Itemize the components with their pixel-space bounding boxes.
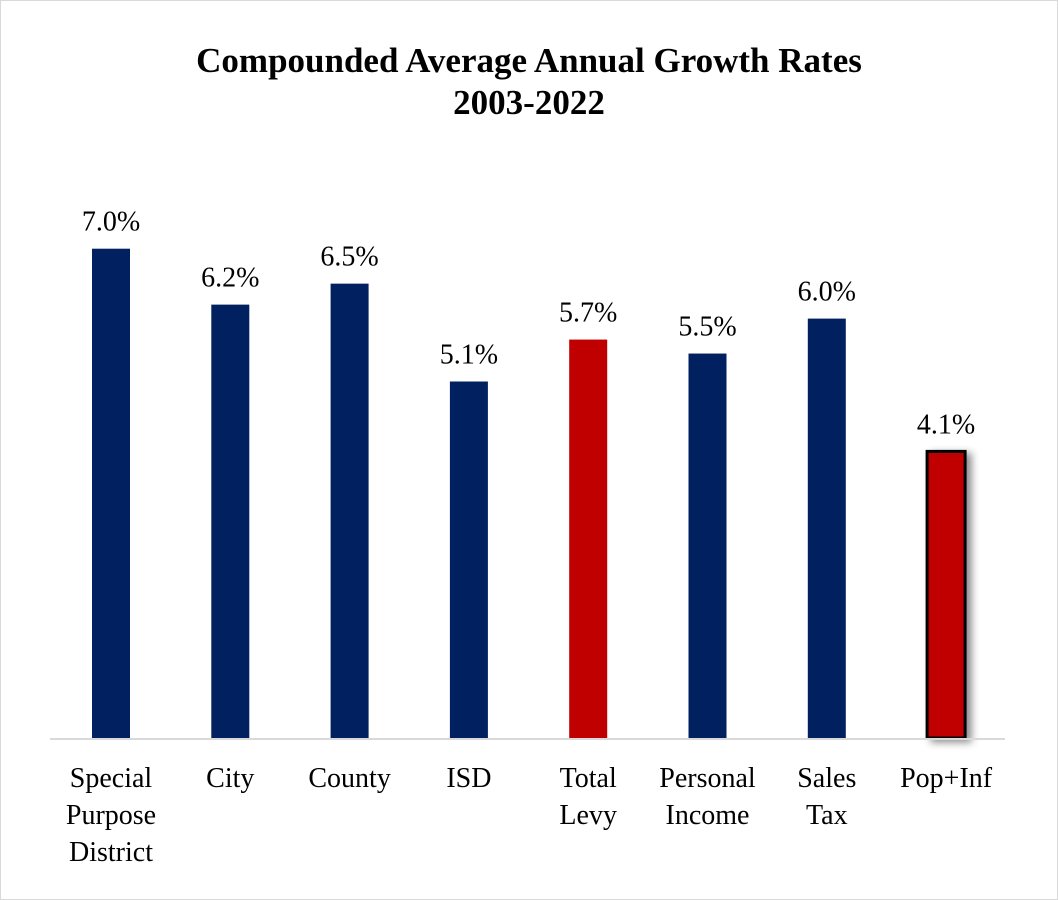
chart-title-main: Compounded Average Annual Growth Rates [196, 41, 862, 80]
category-label-line: Total [559, 763, 617, 794]
data-label: 6.5% [320, 242, 378, 273]
category-label-line: Special [69, 763, 153, 794]
category-label-line: Pop+Inf [900, 763, 993, 794]
category-label: ISD [404, 760, 534, 797]
category-label-line: Sales [797, 763, 857, 794]
category-label-line: Income [665, 800, 750, 831]
category-label-line: District [69, 837, 153, 868]
bar [449, 381, 488, 738]
data-label: 5.7% [559, 298, 617, 329]
data-label: 4.1% [917, 409, 975, 440]
category-label-line: Purpose [65, 800, 157, 831]
category-label-line: County [308, 763, 391, 794]
bar [925, 449, 967, 740]
category-label-line: Tax [806, 800, 848, 831]
category-label: City [165, 760, 295, 797]
chart-subtitle: 2003-2022 [453, 83, 605, 122]
data-label: 6.2% [201, 263, 259, 294]
chart-title: Compounded Average Annual Growth Rates 2… [0, 40, 1058, 124]
category-label: County [285, 760, 415, 797]
bar [92, 248, 130, 738]
bar [688, 353, 727, 738]
category-label: Personal Income [643, 760, 773, 834]
category-label: Total Levy [523, 760, 653, 834]
category-label-line: Personal [659, 763, 756, 794]
data-label: 6.0% [798, 277, 856, 308]
data-label: 7.0% [82, 207, 140, 238]
data-label: 5.1% [440, 340, 498, 371]
category-label: Pop+Inf [881, 760, 1011, 797]
bar [211, 304, 250, 738]
bar [569, 339, 608, 738]
category-label-line: Levy [559, 800, 617, 831]
bar [807, 318, 846, 738]
data-label: 5.5% [678, 312, 736, 343]
category-label-line: City [206, 763, 255, 794]
category-label: Sales Tax [762, 760, 892, 834]
bar [330, 283, 369, 738]
category-label: Special Purpose District [46, 760, 176, 871]
category-label-line: ISD [446, 763, 492, 794]
